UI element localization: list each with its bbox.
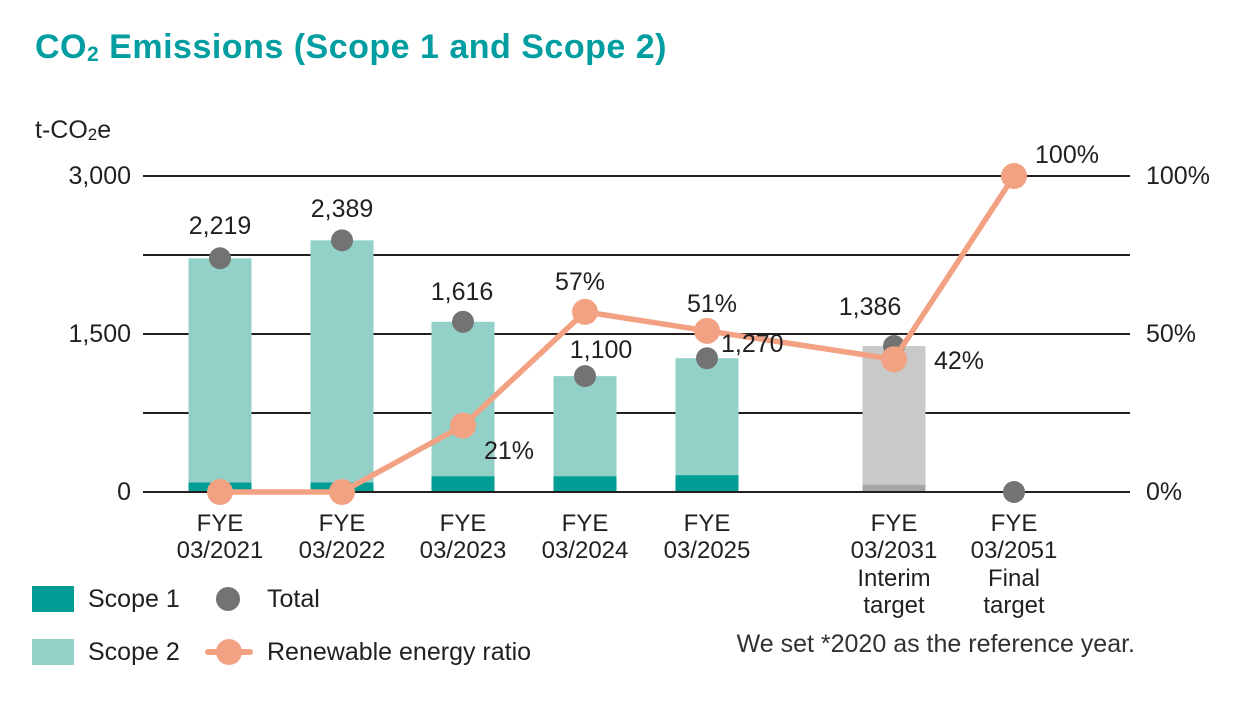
reference-year-note: We set *2020 as the reference year.: [736, 630, 1135, 658]
total-dot: [696, 347, 718, 370]
y-left-tick-label: 1,500: [68, 320, 131, 348]
scope1-bar-segment: [675, 475, 739, 492]
x-category-label: FYE 03/2031 Interim target: [851, 510, 938, 619]
title-text-post: Emissions (Scope 1 and Scope 2): [99, 28, 667, 66]
legend-label-renewable: Renewable energy ratio: [267, 638, 532, 666]
renewable-energy-dot: [1001, 163, 1027, 189]
renewable-pct-label: 100%: [1035, 141, 1099, 169]
x-category-label: FYE 03/2025: [664, 510, 751, 564]
scope1-bar-segment: [553, 476, 617, 492]
y-right-tick-label: 50%: [1146, 320, 1196, 348]
legend-swatch-scope2: [32, 639, 74, 665]
total-value-label: 2,389: [311, 195, 374, 223]
total-dot: [1003, 481, 1025, 503]
scope2-bar-segment: [553, 376, 617, 477]
total-dot: [209, 247, 231, 270]
renewable-energy-dot: [450, 412, 476, 439]
unit-text-pre: t-CO: [35, 116, 88, 144]
target-bar-base-segment: [862, 484, 926, 492]
renewable-pct-label: 21%: [484, 437, 534, 465]
renewable-energy-dot: [329, 479, 355, 505]
x-category-label: FYE 03/2051 Final target: [971, 510, 1058, 619]
x-category-label: FYE 03/2023: [420, 510, 507, 564]
renewable-pct-label: 51%: [687, 290, 737, 318]
y-axis-unit-label: t-CO2e: [35, 116, 111, 145]
unit-text-post: e: [97, 116, 112, 144]
total-dot: [574, 365, 596, 388]
x-category-label: FYE 03/2022: [299, 510, 386, 564]
renewable-energy-dot: [694, 317, 720, 344]
scope2-bar-segment: [675, 358, 739, 476]
legend-renewable-dot-icon: [216, 639, 242, 665]
scope1-bar-segment: [431, 476, 495, 492]
legend-label-total: Total: [267, 585, 320, 613]
x-category-label: FYE 03/2021: [177, 510, 264, 564]
renewable-energy-dot: [572, 298, 598, 325]
renewable-pct-label: 57%: [555, 268, 605, 296]
total-value-label: 1,100: [570, 336, 633, 364]
scope2-bar-segment: [188, 258, 252, 483]
renewable-pct-label: 42%: [934, 347, 984, 375]
total-value-label: 2,219: [189, 212, 252, 240]
total-value-label: 1,386: [839, 293, 902, 321]
scope2-bar-segment: [431, 321, 495, 477]
y-right-tick-label: 100%: [1146, 162, 1210, 190]
y-right-tick-label: 0%: [1146, 478, 1182, 506]
legend-total-dot-icon: [216, 587, 240, 611]
total-value-label: 1,270: [721, 330, 784, 358]
title-text-pre: CO: [35, 28, 87, 66]
legend-label-scope2: Scope 2: [88, 638, 180, 666]
unit-subscript: 2: [87, 125, 98, 145]
scope2-bar-segment: [310, 240, 374, 483]
total-value-label: 1,616: [431, 278, 494, 306]
y-left-tick-label: 3,000: [68, 162, 131, 190]
total-dot: [452, 310, 474, 333]
page-title: CO2 Emissions (Scope 1 and Scope 2): [35, 28, 667, 67]
total-dot: [331, 229, 353, 252]
title-subscript: 2: [87, 42, 100, 66]
y-left-tick-label: 0: [117, 478, 131, 506]
legend-label-scope1: Scope 1: [88, 585, 180, 613]
legend-swatch-scope1: [32, 586, 74, 612]
renewable-energy-dot: [207, 479, 233, 505]
renewable-energy-dot: [881, 346, 907, 373]
x-category-label: FYE 03/2024: [542, 510, 629, 564]
